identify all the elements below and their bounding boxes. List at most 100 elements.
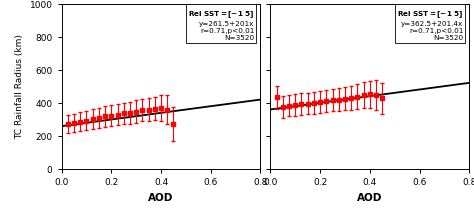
Point — [64, 95, 72, 98]
Point — [165, 122, 173, 126]
Point — [99, 121, 107, 124]
Point — [439, 47, 447, 50]
Point — [355, 124, 363, 127]
Point — [60, 114, 67, 117]
Point — [368, 105, 376, 108]
Point — [286, 124, 294, 127]
Point — [290, 110, 297, 113]
Point — [59, 147, 67, 150]
Point — [315, 110, 323, 113]
Point — [85, 134, 93, 137]
Point — [76, 150, 83, 153]
Point — [300, 157, 308, 160]
Point — [290, 100, 297, 103]
Point — [374, 67, 382, 70]
Point — [336, 74, 343, 77]
Point — [365, 84, 373, 88]
Point — [272, 93, 280, 97]
Point — [88, 110, 96, 114]
Point — [449, 116, 457, 119]
Point — [59, 120, 67, 123]
Point — [313, 76, 320, 79]
Point — [159, 119, 167, 122]
Point — [302, 96, 310, 99]
Point — [329, 116, 337, 120]
Point — [295, 91, 302, 94]
Point — [308, 131, 316, 135]
Point — [379, 75, 387, 79]
Point — [223, 120, 231, 124]
Point — [347, 92, 355, 95]
Point — [438, 107, 446, 110]
Point — [279, 80, 286, 84]
Point — [394, 90, 401, 93]
Point — [375, 84, 383, 87]
Point — [292, 99, 300, 103]
Point — [90, 106, 97, 109]
Point — [76, 124, 83, 127]
Point — [103, 111, 110, 114]
Point — [305, 90, 313, 94]
Point — [68, 151, 75, 154]
Point — [291, 104, 298, 107]
Point — [132, 138, 140, 141]
Point — [108, 132, 115, 135]
Point — [79, 117, 86, 121]
Point — [304, 119, 311, 123]
Point — [84, 85, 91, 89]
Point — [270, 117, 277, 120]
Point — [166, 114, 173, 118]
Point — [77, 124, 85, 127]
Point — [334, 88, 342, 92]
Point — [295, 131, 303, 134]
Point — [60, 152, 68, 155]
Point — [79, 89, 86, 93]
Point — [312, 75, 320, 79]
Point — [60, 151, 67, 154]
Point — [59, 115, 67, 119]
Point — [375, 135, 383, 138]
Point — [60, 97, 67, 100]
Point — [98, 157, 106, 161]
Point — [67, 127, 75, 130]
Point — [59, 109, 67, 112]
Point — [344, 119, 352, 122]
Point — [273, 147, 281, 151]
Point — [66, 126, 74, 129]
Point — [70, 134, 78, 138]
Point — [69, 116, 77, 119]
Point — [73, 135, 81, 139]
Point — [291, 99, 298, 103]
Point — [290, 96, 298, 99]
Point — [324, 81, 331, 84]
Point — [97, 166, 104, 169]
Point — [354, 67, 362, 70]
Point — [68, 102, 75, 106]
Point — [306, 116, 313, 119]
Point — [328, 94, 335, 97]
Point — [269, 111, 276, 115]
Point — [67, 145, 75, 149]
Point — [277, 102, 284, 105]
Point — [148, 132, 155, 136]
Point — [222, 121, 229, 124]
Point — [368, 85, 375, 88]
Point — [306, 38, 314, 41]
Point — [280, 117, 288, 120]
Point — [290, 141, 297, 145]
Point — [426, 88, 434, 92]
Point — [59, 119, 67, 122]
Point — [98, 161, 106, 164]
Point — [310, 114, 318, 118]
Point — [74, 130, 82, 133]
Point — [302, 154, 310, 158]
Point — [268, 102, 276, 105]
Point — [402, 86, 410, 89]
Point — [84, 108, 92, 112]
Point — [272, 124, 279, 127]
Point — [76, 122, 84, 125]
Point — [307, 85, 314, 88]
Point — [322, 102, 330, 105]
Point — [340, 86, 348, 89]
Point — [277, 64, 285, 67]
